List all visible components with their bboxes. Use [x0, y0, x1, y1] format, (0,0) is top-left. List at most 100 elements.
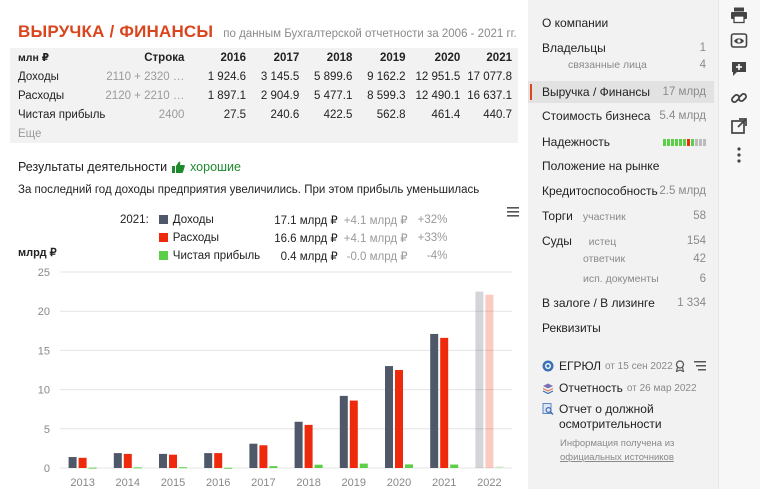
- bar-expenses-2013: [78, 457, 87, 468]
- sidebar-item-label: О компании: [542, 16, 609, 30]
- sidebar-item-count: 1: [699, 42, 706, 54]
- award-icon[interactable]: [674, 360, 686, 372]
- sidebar-item-count: 17 млрд: [662, 86, 706, 98]
- year-header: 2016: [220, 51, 247, 64]
- bar-expenses-2014: [123, 453, 132, 468]
- bar-income-2016: [204, 453, 213, 468]
- bar-expenses-2016: [214, 453, 223, 468]
- table-row-net-profit[interactable]: Чистая прибыль 2400 27.5 240.6 422.5 562…: [10, 105, 518, 124]
- main-panel: ВЫРУЧКА / ФИНАНСЫ по данным Бухгалтерско…: [10, 22, 519, 489]
- code-header: Строка: [144, 51, 185, 64]
- sidebar-item-finance[interactable]: Выручка / Финансы 17 млрд: [528, 81, 714, 103]
- legend-row[interactable]: Расходы 16.6 млрд ₽ +4.1 млрд ₽ +33%: [120, 229, 447, 247]
- bar-profit-2017: [269, 466, 278, 468]
- chart-legend: 2021: Доходы 17.1 млрд ₽ +4.1 млрд ₽ +32…: [120, 211, 447, 265]
- legend-change: +4.1 млрд ₽: [343, 215, 408, 227]
- y-tick-label: 10: [38, 385, 50, 397]
- table-cell: 2 904.9: [260, 89, 300, 102]
- year-header: 2017: [273, 51, 300, 64]
- y-tick-label: 0: [44, 463, 50, 475]
- year-header: 2020: [434, 51, 461, 64]
- table-row-income[interactable]: Доходы 2110 + 2320 … 1 924.6 3 145.5 5 8…: [10, 67, 518, 86]
- bar-profit-2014: [133, 467, 142, 469]
- sidebar-item-defendant[interactable]: ответчик 42: [528, 250, 714, 268]
- more-link[interactable]: Еще: [18, 127, 42, 140]
- row-label: Расходы: [18, 89, 65, 102]
- reliability-meter: [663, 138, 706, 146]
- sidebar-item-related[interactable]: связанные лица 4: [528, 56, 714, 74]
- table-cell: 12 951.5: [415, 70, 461, 83]
- doc-date: от 15 сен 2022: [604, 360, 673, 372]
- y-tick-label: 20: [38, 306, 50, 318]
- table-cell: 5 477.1: [314, 89, 353, 102]
- legend-change: +4.1 млрд ₽: [343, 233, 408, 245]
- table-cell: 240.6: [270, 108, 300, 121]
- bar-expenses-2020: [395, 370, 403, 468]
- sidebar-item-count: 4: [699, 59, 706, 71]
- eye-icon[interactable]: [730, 32, 748, 50]
- sidebar-item-label: Положение на рынке: [542, 159, 660, 173]
- sidebar-item-label: Кредитоспособность: [542, 184, 658, 198]
- link-icon[interactable]: [730, 89, 748, 107]
- sidebar: О компании Владельцы 1 связанные лица 4 …: [528, 0, 718, 489]
- sidebar-item-business-value[interactable]: Стоимость бизнеса 5.4 млрд: [528, 105, 714, 127]
- page-title: ВЫРУЧКА / ФИНАНСЫ: [18, 22, 214, 41]
- doc-label: ЕГРЮЛ: [559, 359, 601, 373]
- external-link-icon[interactable]: [730, 117, 748, 135]
- sidebar-item-reliability[interactable]: Надежность: [528, 131, 714, 153]
- doc-reporting[interactable]: Отчетность от 26 мар 2022: [542, 381, 697, 395]
- sidebar-item-pledge[interactable]: В залоге / В лизинге 1 334: [528, 292, 714, 314]
- legend-row[interactable]: Чистая прибыль 0.4 млрд ₽ -0.0 млрд ₽ -4…: [120, 247, 447, 265]
- table-header-row: млн ₽ Строка 2016 2017 2018 2019 2020 20…: [10, 48, 518, 67]
- list-icon[interactable]: [694, 361, 706, 371]
- bar-income-2013: [68, 457, 77, 468]
- results-label: Результаты деятельности: [18, 160, 168, 174]
- sidebar-item-count: 6: [699, 273, 706, 285]
- sidebar-item-exec-docs[interactable]: исп. документы 6: [528, 270, 714, 288]
- table-cell: 5 899.6: [314, 70, 353, 83]
- table-cell: 422.5: [323, 108, 353, 121]
- page-subtitle: по данным Бухгалтерской отчетности за 20…: [223, 28, 517, 40]
- table-cell: 12 490.1: [415, 89, 461, 102]
- y-axis-label: млрд ₽: [18, 247, 57, 259]
- bar-profit-2022: [495, 466, 504, 468]
- x-tick-label: 2020: [387, 477, 411, 489]
- print-icon[interactable]: [730, 6, 748, 24]
- sidebar-item-tenders[interactable]: Торги участник 58: [528, 205, 714, 227]
- doc-due-diligence[interactable]: Отчет о должной осмотрительности: [542, 402, 662, 432]
- sidebar-item-label: Надежность: [542, 135, 610, 149]
- legend-row[interactable]: 2021: Доходы 17.1 млрд ₽ +4.1 млрд ₽ +32…: [120, 211, 447, 229]
- sidebar-item-requisites[interactable]: Реквизиты: [528, 317, 714, 339]
- legend-pct: +33%: [417, 232, 448, 244]
- more-vertical-icon[interactable]: [730, 146, 748, 164]
- sidebar-item-label: Выручка / Финансы: [542, 85, 650, 99]
- doc-label: осмотрительности: [559, 417, 662, 431]
- sidebar-item-credit[interactable]: Кредитоспособность 2.5 млрд: [528, 180, 714, 202]
- sidebar-item-sub: исп. документы: [583, 273, 659, 285]
- row-code: 2120 + 2210 …: [105, 89, 185, 102]
- row-label: Чистая прибыль: [18, 108, 106, 121]
- layers-icon: [542, 383, 554, 394]
- sidebar-item-sub: истец: [588, 236, 617, 248]
- sidebar-item-courts[interactable]: Суды истец 154: [528, 230, 714, 252]
- legend-swatch-income: [158, 215, 168, 224]
- sidebar-item-about[interactable]: О компании: [528, 12, 714, 34]
- legend-pct: -4%: [426, 250, 448, 262]
- sidebar-item-market[interactable]: Положение на рынке: [528, 155, 714, 177]
- year-header: 2021: [486, 51, 512, 64]
- table-row-expenses[interactable]: Расходы 2120 + 2210 … 1 897.1 2 904.9 5 …: [10, 86, 518, 105]
- chart-menu-icon[interactable]: [507, 207, 519, 217]
- revenue-chart: млрд ₽ 0 5 10 15 20 25 2013 2014 2015 2016 2017 2018…: [18, 247, 512, 489]
- table-cell: 461.4: [431, 108, 461, 121]
- sidebar-item-sub: ответчик: [583, 253, 626, 265]
- doc-label: Отчетность: [559, 381, 623, 395]
- bar-expenses-2021: [440, 337, 449, 468]
- legend-name: Доходы: [172, 214, 214, 226]
- source-link[interactable]: официальных источников: [560, 452, 674, 463]
- sidebar-item-label: Стоимость бизнеса: [542, 109, 651, 123]
- thumbs-up-icon: [172, 161, 185, 173]
- sidebar-item-owners[interactable]: Владельцы 1: [528, 37, 714, 59]
- doc-egrul[interactable]: ЕГРЮЛ от 15 сен 2022: [542, 359, 673, 373]
- add-note-icon[interactable]: [730, 60, 748, 78]
- y-tick-label: 15: [38, 345, 50, 357]
